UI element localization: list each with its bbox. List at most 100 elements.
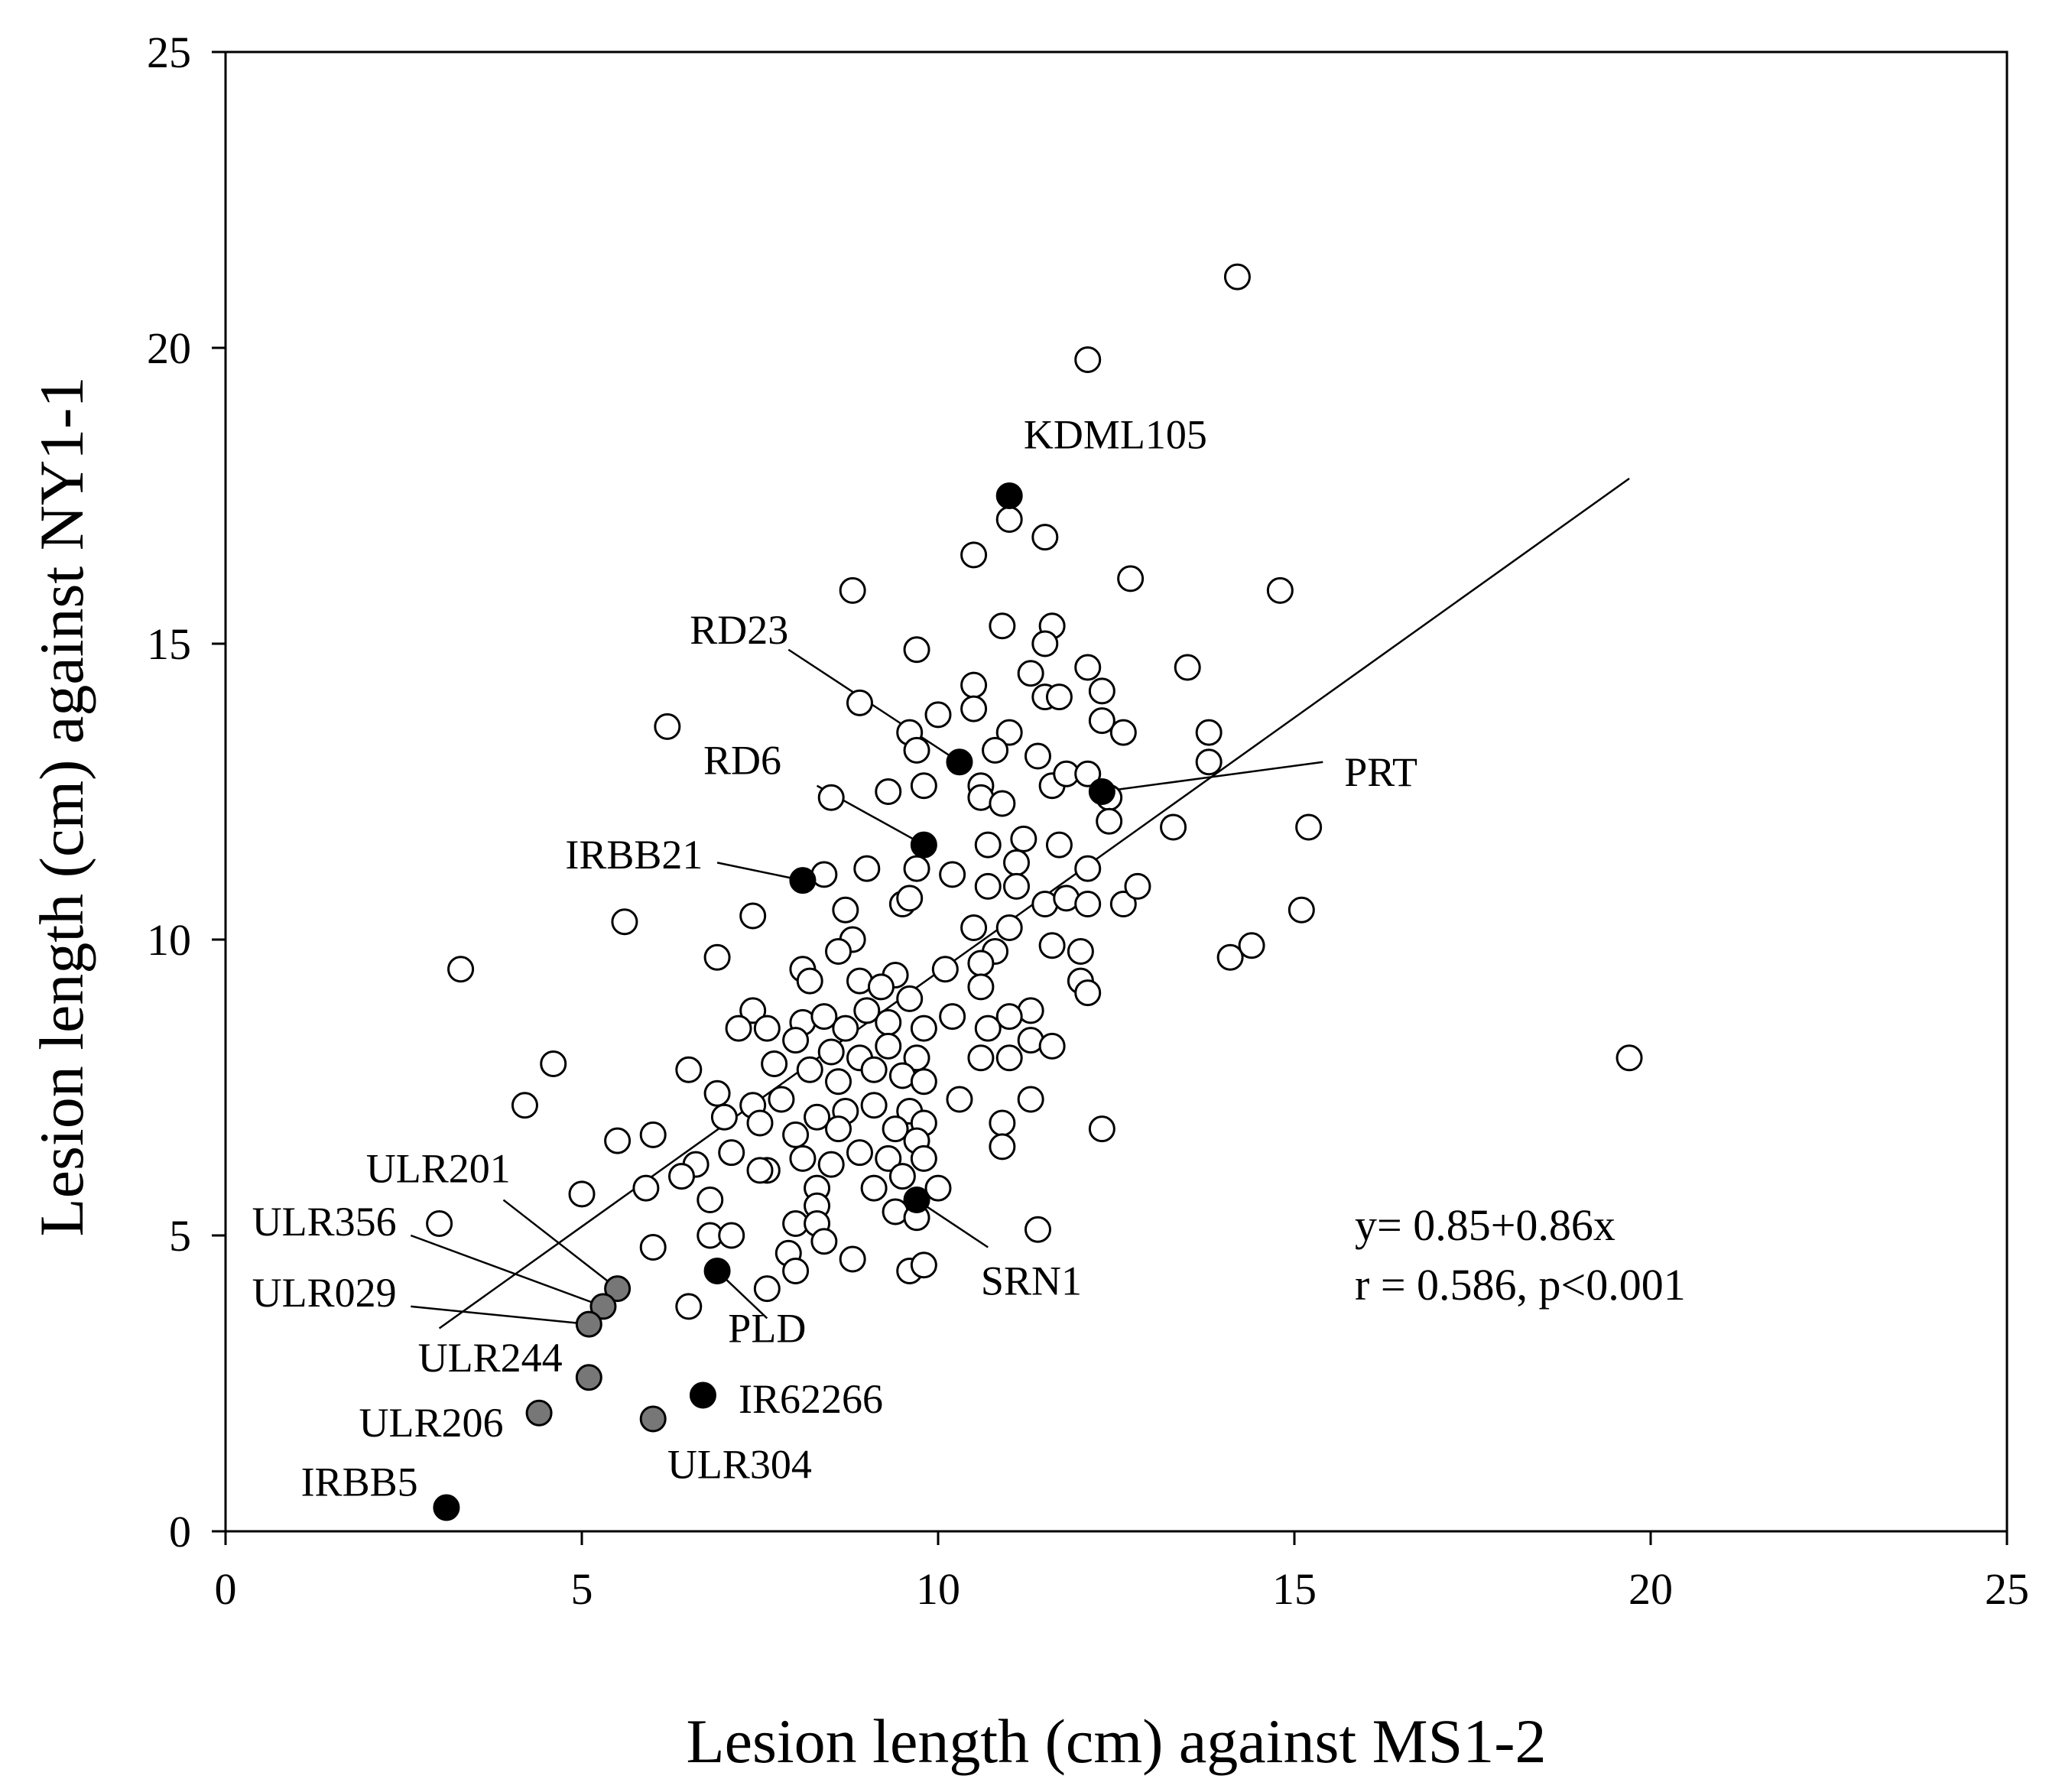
label-ir62266: IR62266 (739, 1376, 883, 1422)
data-point (810, 1003, 838, 1031)
data-point (1038, 932, 1066, 959)
data-point (946, 1086, 973, 1113)
x-tick-label: 5 (571, 1564, 593, 1614)
data-point (825, 1068, 852, 1096)
point-ulr356 (589, 1293, 617, 1320)
correlation-stats: r = 0.586, p<0.001 (1355, 1260, 1686, 1310)
data-point (1295, 813, 1323, 841)
data-point (989, 1109, 1016, 1137)
data-point (832, 896, 859, 924)
data-point (804, 1103, 831, 1131)
y-axis-title: Lesion length (cm) against NY1-1 (27, 377, 96, 1237)
point-ulr304 (639, 1405, 667, 1433)
data-point (989, 1133, 1016, 1161)
data-point (1074, 855, 1102, 882)
data-point (789, 1144, 817, 1172)
data-point (697, 1187, 724, 1214)
data-point (853, 997, 881, 1024)
data-point (1031, 524, 1059, 551)
label-irbb21: IRBB21 (565, 832, 703, 878)
data-point (924, 1174, 952, 1202)
data-point (1024, 742, 1051, 770)
point-irbb5 (433, 1494, 460, 1521)
data-point (1223, 263, 1251, 291)
data-point (910, 772, 937, 800)
leader-line-prt (1102, 761, 1323, 793)
data-point (910, 1251, 937, 1279)
point-rd23 (946, 748, 973, 776)
data-point (739, 997, 767, 1024)
data-point (995, 914, 1023, 942)
data-point (675, 1056, 703, 1083)
x-tick-label: 10 (916, 1564, 960, 1614)
data-point (1038, 1032, 1066, 1060)
data-point (860, 1174, 888, 1202)
data-point (960, 695, 988, 722)
data-point (1616, 1044, 1643, 1072)
label-ulr201: ULR201 (366, 1145, 511, 1191)
data-point (1010, 825, 1037, 852)
data-point (1216, 943, 1244, 971)
data-point (903, 736, 930, 764)
data-point (753, 1275, 781, 1303)
data-point (1067, 937, 1094, 965)
data-point (1288, 896, 1315, 924)
data-point (796, 967, 823, 995)
data-point (967, 973, 995, 1001)
data-point (995, 1003, 1023, 1031)
data-point (875, 778, 902, 805)
data-point (1045, 683, 1073, 711)
data-point (1074, 346, 1102, 373)
data-point (667, 1163, 695, 1190)
data-point (860, 1092, 888, 1119)
leader-line-ulr029 (411, 1305, 589, 1326)
data-point (982, 736, 1009, 764)
label-ulr304: ULR304 (667, 1441, 812, 1487)
data-point (924, 701, 952, 729)
x-tick-label: 20 (1628, 1564, 1673, 1614)
label-ulr029: ULR029 (252, 1270, 397, 1316)
data-point (903, 855, 930, 882)
point-ulr029 (575, 1310, 602, 1338)
data-point (1238, 932, 1265, 959)
data-point (1195, 748, 1223, 776)
x-tick-label: 15 (1272, 1564, 1317, 1614)
data-point (875, 1032, 902, 1060)
data-point (853, 855, 881, 882)
data-point (960, 914, 988, 942)
data-point (939, 861, 966, 888)
data-point (1266, 576, 1294, 604)
data-point (967, 950, 995, 977)
x-axis-title: Lesion length (cm) against MS1-2 (686, 1706, 1546, 1776)
label-kdml105: KDML105 (1024, 412, 1207, 458)
leader-line-ulr201 (502, 1199, 619, 1290)
data-point (896, 885, 924, 912)
point-ir62266 (689, 1381, 716, 1409)
data-point (960, 541, 988, 569)
data-point (1160, 813, 1187, 841)
data-point (654, 713, 681, 740)
leader-line-irbb21 (716, 862, 804, 881)
data-point (939, 1003, 966, 1031)
data-point (903, 636, 930, 664)
leader-line-ulr356 (410, 1234, 604, 1308)
point-ulr244 (575, 1364, 602, 1391)
point-kdml105 (995, 482, 1023, 509)
data-point (989, 612, 1016, 640)
x-tick-label: 25 (1985, 1564, 2029, 1614)
data-point (1088, 1115, 1115, 1143)
data-point (995, 505, 1023, 533)
data-point (888, 1163, 916, 1190)
leader-line-rd23 (787, 648, 960, 763)
data-point (739, 902, 767, 930)
data-point (995, 1044, 1023, 1072)
data-point (817, 1151, 845, 1178)
data-point (1174, 654, 1201, 681)
data-point (903, 1044, 930, 1072)
y-tick-label: 15 (147, 619, 191, 669)
data-point (703, 1079, 731, 1107)
data-point (632, 1174, 660, 1202)
data-point (967, 1044, 995, 1072)
label-ulr244: ULR244 (418, 1335, 563, 1381)
